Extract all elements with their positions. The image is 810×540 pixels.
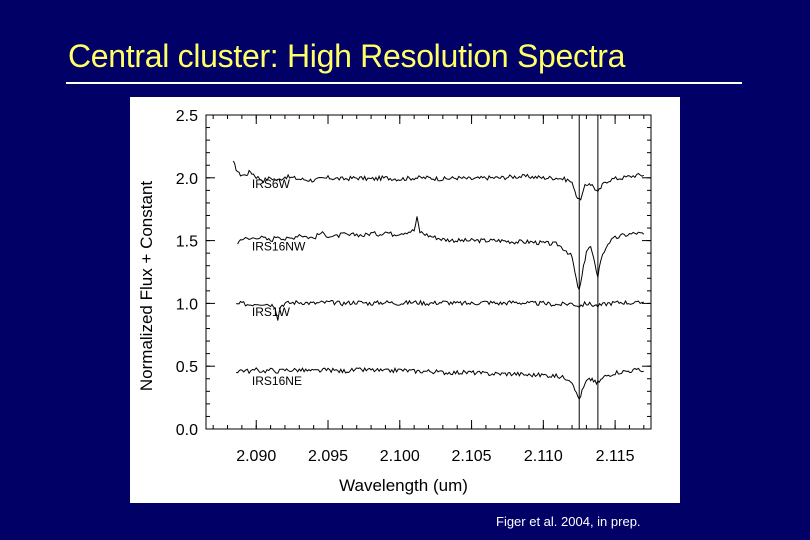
y-tick-label: 2.5 <box>176 108 198 125</box>
y-tick-label: 0.5 <box>176 359 198 376</box>
y-tick-label: 1.0 <box>176 296 198 313</box>
spectra-chart: 0.0 0.5 1.0 1.5 2.0 2.5 2.090 2.095 2.100 2.105 2.… <box>130 97 680 503</box>
x-tick-label: 2.090 <box>236 448 276 465</box>
spectra-plot: 0.0 0.5 1.0 1.5 2.0 2.5 2.090 2.095 2.100 2.105 2.… <box>137 108 652 495</box>
citation-text: Figer et al. 2004, in prep. <box>496 514 641 529</box>
spectrum-line-irs6w <box>232 160 645 201</box>
series-label: IRS16NW <box>252 240 306 254</box>
spectrum-line-irs16nw <box>237 216 645 291</box>
y-tick-label: 0.0 <box>176 422 198 439</box>
y-axis-label: Normalized Flux + Constant <box>137 181 156 392</box>
x-axis-label: Wavelength (um) <box>339 476 468 495</box>
y-tick-label: 2.0 <box>176 171 198 188</box>
x-tick-label: 2.105 <box>452 448 492 465</box>
x-tick-label: 2.110 <box>524 448 563 465</box>
x-tick-label: 2.100 <box>380 448 420 465</box>
x-tick-label: 2.115 <box>596 448 635 465</box>
series-label: IRS6W <box>252 177 291 191</box>
series-label: IRS16NE <box>252 374 302 388</box>
spectrum-line-irs16ne <box>236 366 644 400</box>
y-tick-label: 1.5 <box>176 234 198 251</box>
x-tick-label: 2.095 <box>308 448 348 465</box>
title-underline <box>66 82 742 84</box>
slide-title: Central cluster: High Resolution Spectra <box>68 38 626 74</box>
series-label: IRS1W <box>252 305 291 319</box>
spectrum-line-irs1w <box>236 299 644 321</box>
